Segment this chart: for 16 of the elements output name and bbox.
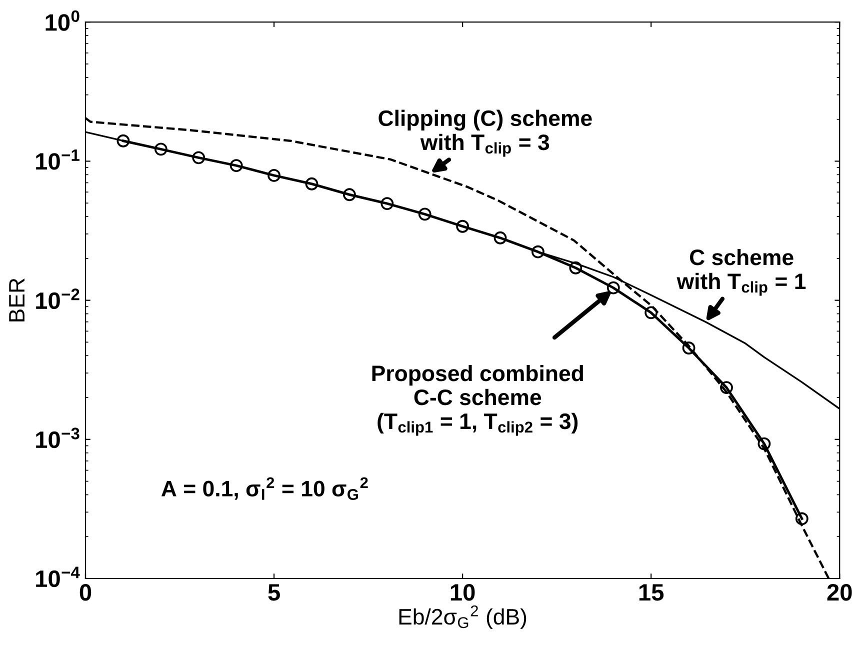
y-tick-label: 10$^{−3}$ [36, 428, 80, 448]
x-tick-label: 20 [827, 584, 852, 601]
x-tick-label: 10 [450, 584, 475, 601]
annotation: C scheme with T$_{clip}$ = 1 [676, 248, 806, 296]
annotation: A = 0.1, σ$_{I}$$^{2}$ = 10 σ$_{G}$$^{2}$ [161, 477, 368, 500]
y-tick-label: 10$^{−2}$ [36, 288, 80, 310]
x-tick-label: 5 [268, 584, 280, 601]
annotation: Clipping (C) scheme with T$_{clip}$ = 3 [378, 110, 592, 157]
x-tick-label: 0 [80, 584, 92, 601]
y-tick-label: 10$^{−4}$ [36, 566, 80, 588]
x-tick-label: 15 [639, 584, 664, 601]
x-axis-title: Eb/2σ$_{G}$$^{2}$ (dB) [399, 605, 526, 630]
y-tick-label: 10$^{−1}$ [36, 149, 80, 170]
annotation: Proposed combined C-C scheme (T$_{clip1}$ = 1, T$_{clip2}$ = 3) [372, 364, 583, 436]
y-axis-title: BER [9, 278, 24, 322]
y-tick-label: 10$^{0}$ [46, 10, 80, 31]
